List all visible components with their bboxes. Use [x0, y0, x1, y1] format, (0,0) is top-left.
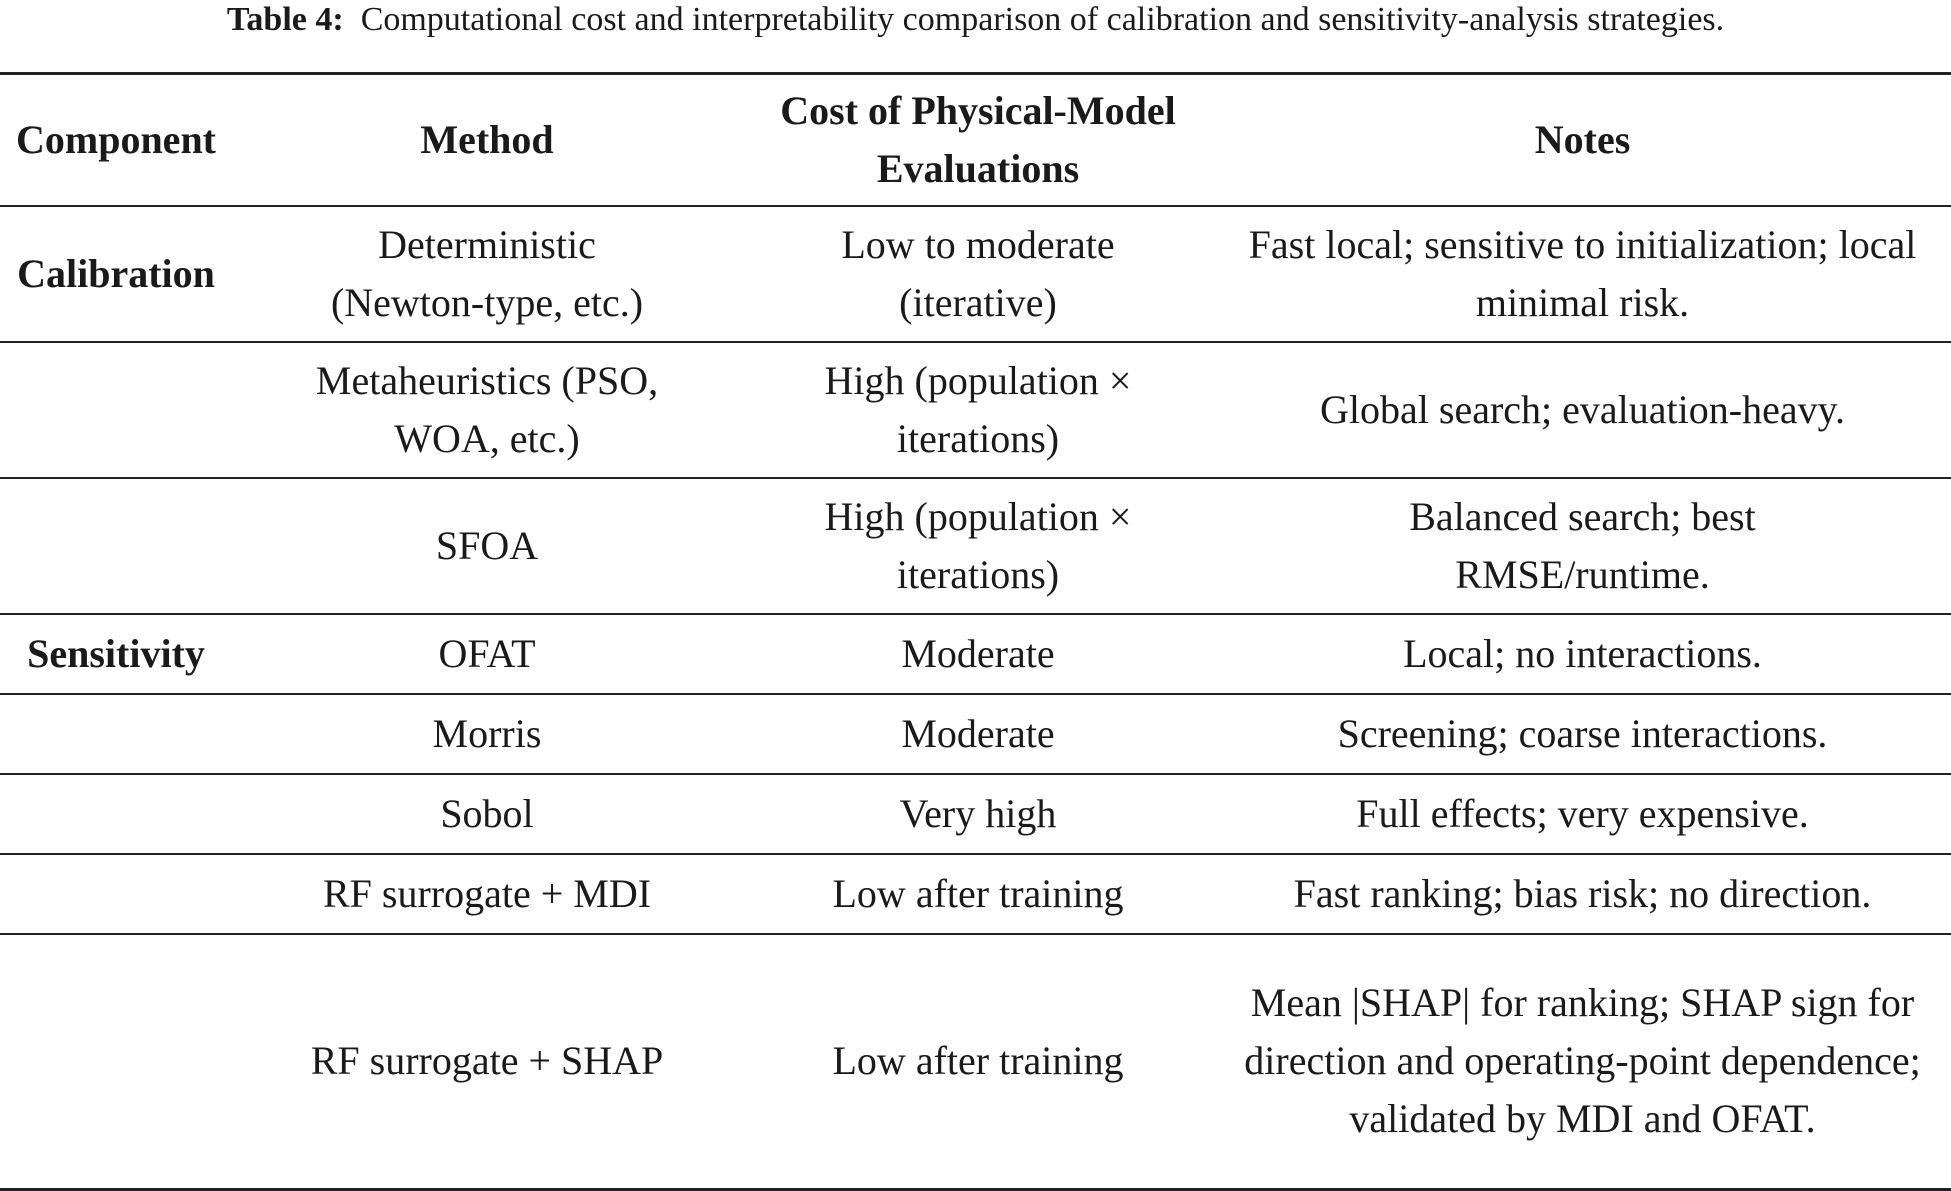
row-component: [0, 773, 232, 855]
table-row: RF surrogate + SHAP Low after training M…: [0, 933, 1951, 1191]
table-row: Metaheuristics (PSO, WOA, etc.) High (po…: [0, 341, 1951, 479]
header-cost-text: Cost of Physical-Model Evaluations: [780, 87, 1176, 191]
row-component: [0, 853, 232, 935]
row-component: [0, 933, 232, 1191]
row-notes-text: Balanced search; best RMSE/runtime.: [1409, 493, 1756, 597]
row-cost-text: Low to moderate (iterative): [841, 221, 1115, 325]
row-notes-text: Fast local; sensitive to initialization;…: [1248, 221, 1917, 325]
row-component: Calibration: [0, 205, 232, 343]
row-cost: Low after training: [742, 853, 1214, 935]
row-cost: Very high: [742, 773, 1214, 855]
table-caption: Table 4: Computational cost and interpre…: [0, 0, 1951, 48]
row-component: Sensitivity: [0, 613, 232, 695]
row-component: [0, 477, 232, 615]
row-method-text: Metaheuristics (PSO, WOA, etc.): [315, 357, 659, 461]
row-notes: Mean |SHAP| for ranking; SHAP sign for d…: [1214, 933, 1951, 1191]
row-method: SFOA: [232, 477, 742, 615]
table-row: Sobol Very high Full effects; very expen…: [0, 773, 1951, 855]
row-component: [0, 341, 232, 479]
row-method: OFAT: [232, 613, 742, 695]
row-method-text: Deterministic (Newton-type, etc.): [330, 221, 644, 325]
row-notes: Balanced search; best RMSE/runtime.: [1214, 477, 1951, 615]
row-notes: Local; no interactions.: [1214, 613, 1951, 695]
header-row: Component Method Cost of Physical-Model …: [0, 72, 1951, 207]
row-notes: Screening; coarse interactions.: [1214, 693, 1951, 775]
row-method: Metaheuristics (PSO, WOA, etc.): [232, 341, 742, 479]
header-method: Method: [232, 72, 742, 207]
row-method: Deterministic (Newton-type, etc.): [232, 205, 742, 343]
header-cost: Cost of Physical-Model Evaluations: [742, 72, 1214, 207]
row-cost: High (population × iterations): [742, 477, 1214, 615]
header-notes: Notes: [1214, 72, 1951, 207]
row-cost: Low after training: [742, 933, 1214, 1191]
caption-label: Table 4:: [226, 1, 344, 38]
row-method: Morris: [232, 693, 742, 775]
table-row: RF surrogate + MDI Low after training Fa…: [0, 853, 1951, 935]
row-notes: Global search; evaluation-heavy.: [1214, 341, 1951, 479]
row-cost: Moderate: [742, 693, 1214, 775]
row-cost: High (population × iterations): [742, 341, 1214, 479]
row-method: RF surrogate + SHAP: [232, 933, 742, 1191]
row-notes: Fast ranking; bias risk; no direction.: [1214, 853, 1951, 935]
row-method: Sobol: [232, 773, 742, 855]
row-cost-text: High (population × iterations): [824, 357, 1132, 461]
table-row: Morris Moderate Screening; coarse intera…: [0, 693, 1951, 775]
table-row: Sensitivity OFAT Moderate Local; no inte…: [0, 613, 1951, 695]
row-method: RF surrogate + MDI: [232, 853, 742, 935]
row-cost-text: High (population × iterations): [824, 493, 1132, 597]
row-notes-text: Mean |SHAP| for ranking; SHAP sign for d…: [1244, 980, 1921, 1142]
header-component: Component: [0, 72, 232, 207]
row-notes: Full effects; very expensive.: [1214, 773, 1951, 855]
caption-text: Computational cost and interpretability …: [360, 1, 1725, 38]
row-component: [0, 693, 232, 775]
row-cost: Moderate: [742, 613, 1214, 695]
comparison-table: Component Method Cost of Physical-Model …: [0, 72, 1951, 1191]
table-row: SFOA High (population × iterations) Bala…: [0, 477, 1951, 615]
row-notes: Fast local; sensitive to initialization;…: [1214, 205, 1951, 343]
table-row: Calibration Deterministic (Newton-type, …: [0, 205, 1951, 343]
row-cost: Low to moderate (iterative): [742, 205, 1214, 343]
